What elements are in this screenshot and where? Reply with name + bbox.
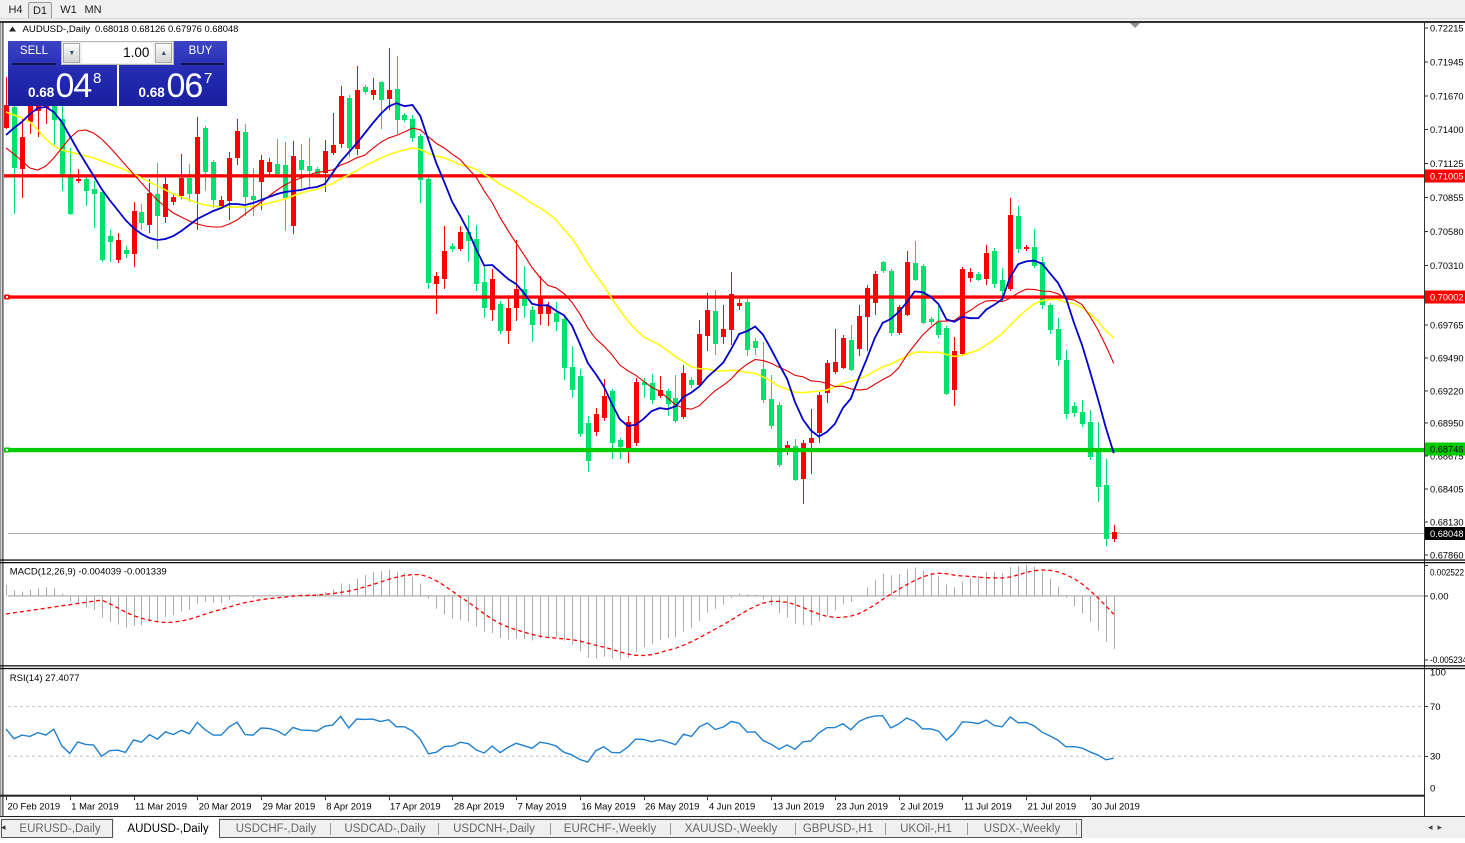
- svg-text:0.68675: 0.68675: [1430, 452, 1464, 463]
- svg-text:0.68746: 0.68746: [1430, 445, 1464, 456]
- svg-text:29 Mar 2019: 29 Mar 2019: [263, 801, 316, 812]
- svg-text:20 Mar 2019: 20 Mar 2019: [199, 801, 252, 812]
- svg-text:23 Jun 2019: 23 Jun 2019: [836, 801, 888, 812]
- svg-text:0: 0: [1430, 784, 1435, 795]
- svg-text:13 Jun 2019: 13 Jun 2019: [773, 801, 825, 812]
- svg-text:0.69765: 0.69765: [1430, 321, 1464, 332]
- svg-text:0.68048: 0.68048: [1430, 529, 1464, 540]
- svg-text:26 May 2019: 26 May 2019: [645, 801, 699, 812]
- svg-text:0.70855: 0.70855: [1430, 193, 1464, 204]
- svg-text:RSI(14) 27.4077: RSI(14) 27.4077: [10, 673, 80, 684]
- svg-text:0.71945: 0.71945: [1430, 58, 1464, 69]
- svg-text:30 Jul 2019: 30 Jul 2019: [1091, 801, 1139, 812]
- svg-text:0.70310: 0.70310: [1430, 261, 1464, 272]
- svg-text:0.69220: 0.69220: [1430, 387, 1464, 398]
- svg-text:17 Apr 2019: 17 Apr 2019: [390, 801, 441, 812]
- svg-text:1 Mar 2019: 1 Mar 2019: [71, 801, 118, 812]
- svg-text:28 Apr 2019: 28 Apr 2019: [454, 801, 505, 812]
- svg-text:0.71125: 0.71125: [1430, 159, 1464, 170]
- svg-text:70: 70: [1430, 702, 1441, 713]
- svg-text:20 Feb 2019: 20 Feb 2019: [8, 801, 61, 812]
- svg-text:16 May 2019: 16 May 2019: [581, 801, 635, 812]
- svg-text:8 Apr 2019: 8 Apr 2019: [326, 801, 371, 812]
- svg-text:0.68950: 0.68950: [1430, 419, 1464, 430]
- svg-text:0.00: 0.00: [1430, 592, 1449, 603]
- svg-text:0.68405: 0.68405: [1430, 485, 1464, 496]
- svg-text:0.002522: 0.002522: [1430, 568, 1464, 579]
- svg-text:0.72215: 0.72215: [1430, 24, 1464, 35]
- svg-text:0.68018 0.68126 0.67976 0.6804: 0.68018 0.68126 0.67976 0.68048: [95, 23, 238, 34]
- svg-text:7 May 2019: 7 May 2019: [518, 801, 567, 812]
- svg-text:0.71005: 0.71005: [1430, 172, 1464, 183]
- svg-text:0.67860: 0.67860: [1430, 551, 1464, 562]
- svg-text:0.68130: 0.68130: [1430, 518, 1464, 529]
- svg-text:2 Jul 2019: 2 Jul 2019: [900, 801, 943, 812]
- svg-text:0.71400: 0.71400: [1430, 125, 1464, 136]
- svg-text:4 Jun 2019: 4 Jun 2019: [709, 801, 755, 812]
- svg-text:0.71670: 0.71670: [1430, 92, 1464, 103]
- svg-text:AUDUSD-,Daily: AUDUSD-,Daily: [23, 24, 91, 35]
- svg-text:-0.005234: -0.005234: [1430, 655, 1465, 666]
- svg-text:100: 100: [1430, 668, 1446, 679]
- svg-text:0.70002: 0.70002: [1430, 293, 1464, 304]
- svg-text:30: 30: [1430, 752, 1441, 763]
- svg-text:11 Jul 2019: 11 Jul 2019: [964, 801, 1012, 812]
- svg-text:11 Mar 2019: 11 Mar 2019: [135, 801, 187, 812]
- svg-text:21 Jul 2019: 21 Jul 2019: [1028, 801, 1076, 812]
- svg-text:0.70580: 0.70580: [1430, 227, 1464, 238]
- svg-text:0.69490: 0.69490: [1430, 354, 1464, 365]
- svg-text:MACD(12,26,9) -0.004039 -0.001: MACD(12,26,9) -0.004039 -0.001339: [10, 567, 167, 578]
